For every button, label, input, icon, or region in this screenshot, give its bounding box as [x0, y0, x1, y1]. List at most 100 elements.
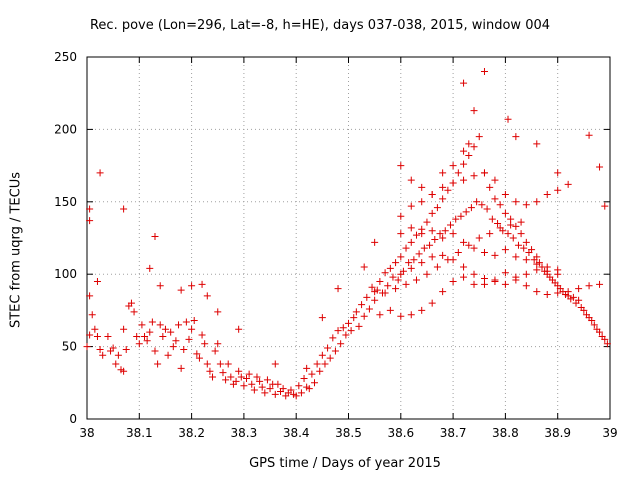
- data-point: [410, 256, 418, 264]
- data-point: [428, 191, 436, 199]
- data-point: [159, 332, 167, 340]
- data-point: [279, 385, 287, 393]
- data-point: [439, 195, 447, 203]
- data-point: [494, 220, 502, 228]
- data-point: [520, 244, 528, 252]
- data-point: [533, 140, 541, 148]
- data-point: [334, 327, 342, 335]
- data-point: [392, 259, 400, 267]
- data-point: [457, 212, 465, 220]
- data-point: [554, 169, 562, 177]
- data-point: [407, 238, 415, 246]
- data-point: [389, 273, 397, 281]
- data-point: [86, 205, 94, 213]
- data-point: [224, 360, 232, 368]
- data-point: [86, 292, 94, 300]
- data-point: [590, 321, 598, 329]
- data-point: [305, 385, 313, 393]
- data-point: [352, 308, 360, 316]
- data-point: [470, 107, 478, 115]
- data-point: [514, 241, 522, 249]
- data-point: [253, 373, 261, 381]
- data-point: [384, 282, 392, 290]
- data-point: [554, 186, 562, 194]
- data-point: [475, 133, 483, 141]
- data-point: [564, 288, 572, 296]
- data-point: [465, 241, 473, 249]
- data-point: [206, 367, 214, 375]
- data-point: [504, 230, 512, 238]
- data-point: [480, 280, 488, 288]
- data-point: [122, 345, 130, 353]
- plot-frame: [86, 56, 611, 420]
- data-point: [486, 183, 494, 191]
- data-point: [588, 317, 596, 325]
- data-point: [329, 334, 337, 342]
- data-point: [203, 360, 211, 368]
- data-point: [543, 267, 551, 275]
- data-point: [601, 335, 609, 343]
- y-tick-label: 50: [62, 340, 77, 354]
- data-point: [543, 290, 551, 298]
- data-point: [394, 276, 402, 284]
- data-point: [360, 312, 368, 320]
- data-point: [93, 277, 101, 285]
- data-point: [156, 321, 164, 329]
- data-point: [337, 340, 345, 348]
- data-point: [402, 244, 410, 252]
- data-point: [501, 246, 509, 254]
- data-point: [501, 269, 509, 277]
- data-point: [193, 350, 201, 358]
- data-point: [321, 360, 329, 368]
- data-point: [462, 208, 470, 216]
- x-tick-label: 38.4: [283, 426, 310, 440]
- data-point: [130, 308, 138, 316]
- data-point: [219, 369, 227, 377]
- data-point: [460, 238, 468, 246]
- data-point: [235, 367, 243, 375]
- data-point: [114, 351, 122, 359]
- data-point: [104, 332, 112, 340]
- data-point: [141, 332, 149, 340]
- data-point: [185, 335, 193, 343]
- data-point: [109, 344, 117, 352]
- data-point: [198, 280, 206, 288]
- data-point: [365, 305, 373, 313]
- data-point: [261, 389, 269, 397]
- data-point: [96, 345, 104, 353]
- data-point: [596, 163, 604, 171]
- data-point: [324, 344, 332, 352]
- data-point: [271, 360, 279, 368]
- data-point: [491, 176, 499, 184]
- data-point: [316, 367, 324, 375]
- data-point: [407, 202, 415, 210]
- data-point: [473, 198, 481, 206]
- data-point: [512, 198, 520, 206]
- data-point: [195, 354, 203, 362]
- data-point: [431, 235, 439, 243]
- data-point: [86, 217, 94, 225]
- data-point: [470, 270, 478, 278]
- data-point: [177, 364, 185, 372]
- data-point: [350, 314, 358, 322]
- chart-title: Rec. pove (Lon=296, Lat=-8, h=HE), days …: [89, 18, 551, 33]
- data-point: [460, 147, 468, 155]
- y-axis-label: STEC from uqrg / TECUs: [8, 171, 24, 329]
- data-point: [507, 221, 515, 229]
- data-point: [182, 318, 190, 326]
- x-tick-label: 38.5: [335, 426, 362, 440]
- data-point: [334, 285, 342, 293]
- x-tick-label: 38.6: [387, 426, 414, 440]
- data-point: [512, 222, 520, 230]
- data-point: [88, 311, 96, 319]
- data-point: [554, 289, 562, 297]
- data-point: [164, 351, 172, 359]
- data-point: [154, 360, 162, 368]
- data-point: [491, 276, 499, 284]
- data-point: [180, 345, 188, 353]
- data-point: [167, 328, 175, 336]
- data-point: [418, 198, 426, 206]
- data-point: [318, 351, 326, 359]
- data-point: [86, 331, 94, 339]
- data-point: [248, 380, 256, 388]
